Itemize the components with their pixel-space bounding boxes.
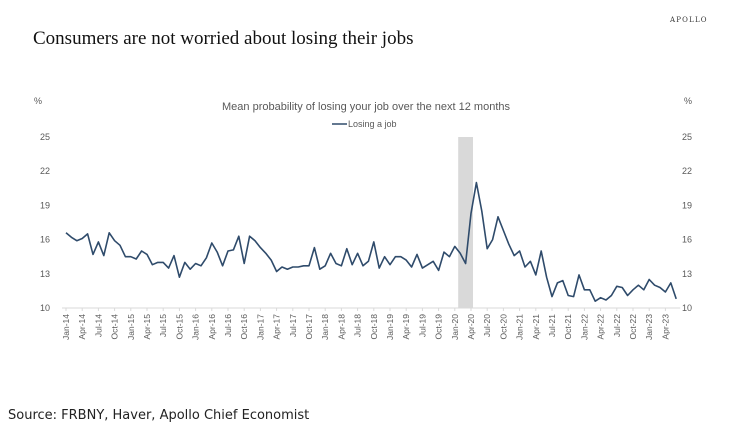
x-tick-label: Oct-16 [239,314,249,340]
x-tick-label: Apr-16 [207,314,217,340]
y-axis-label-left: % [34,96,42,106]
page-title: Consumers are not worried about losing t… [33,28,414,49]
x-tick-label: Jan-16 [191,314,201,340]
x-tick-label: Oct-15 [174,314,184,340]
x-tick-label: Apr-18 [336,314,346,340]
x-tick-label: Apr-19 [401,314,411,340]
x-tick-label: Jul-14 [93,314,103,337]
x-tick-label: Apr-22 [596,314,606,340]
x-tick-label: Jul-18 [353,314,363,337]
x-tick-label: Oct-17 [304,314,314,340]
x-tick-label: Jul-15 [158,314,168,337]
legend-label: Losing a job [348,119,397,129]
y-tick-label-right: 22 [682,166,692,176]
x-tick-label: Jan-21 [515,314,525,340]
x-tick-label: Oct-14 [110,314,120,340]
x-tick-label: Jan-17 [255,314,265,340]
x-tick-label: Jul-19 [417,314,427,337]
line-chart: % % Mean probability of losing your job … [34,96,692,340]
x-tick-label: Jan-22 [579,314,589,340]
x-tick-label: Apr-14 [77,314,87,340]
y-tick-label-left: 13 [40,269,50,279]
y-tick-label-right: 19 [682,200,692,210]
x-tick-label: Jul-21 [547,314,557,337]
y-tick-label-right: 13 [682,269,692,279]
x-tick-label: Jan-15 [126,314,136,340]
x-tick-label: Oct-22 [628,314,638,340]
y-tick-label-left: 16 [40,235,50,245]
recession-shading [458,137,473,308]
y-axis-label-right: % [684,96,692,106]
x-tick-label: Apr-23 [660,314,670,340]
source-note: Source: FRBNY, Haver, Apollo Chief Econo… [8,408,310,423]
series-line-losing-a-job [65,181,677,303]
y-tick-label-left: 25 [40,132,50,142]
x-tick-label: Jan-20 [450,314,460,340]
x-tick-label: Jul-17 [288,314,298,337]
x-tick-label: Oct-20 [498,314,508,340]
x-tick-label: Oct-19 [434,314,444,340]
x-tick-label: Jan-18 [320,314,330,340]
x-tick-label: Apr-17 [272,314,282,340]
x-tick-label: Jan-14 [61,314,71,340]
y-tick-label-left: 10 [40,303,50,313]
y-tick-label-left: 19 [40,200,50,210]
brand-logo: APOLLO [670,16,708,24]
x-tick-label: Jul-16 [223,314,233,337]
chart-title: Mean probability of losing your job over… [222,101,510,113]
y-tick-label-right: 10 [682,303,692,313]
x-tick-label: Jan-23 [644,314,654,340]
y-tick-label-left: 22 [40,166,50,176]
x-tick-label: Jul-20 [482,314,492,337]
x-tick-label: Apr-20 [466,314,476,340]
x-tick-label: Jan-19 [385,314,395,340]
y-tick-label-right: 16 [682,235,692,245]
x-tick-label: Jul-22 [612,314,622,337]
x-tick-label: Oct-21 [563,314,573,340]
y-tick-label-right: 25 [682,132,692,142]
x-tick-label: Apr-21 [531,314,541,340]
x-tick-label: Apr-15 [142,314,152,340]
x-tick-label: Oct-18 [369,314,379,340]
